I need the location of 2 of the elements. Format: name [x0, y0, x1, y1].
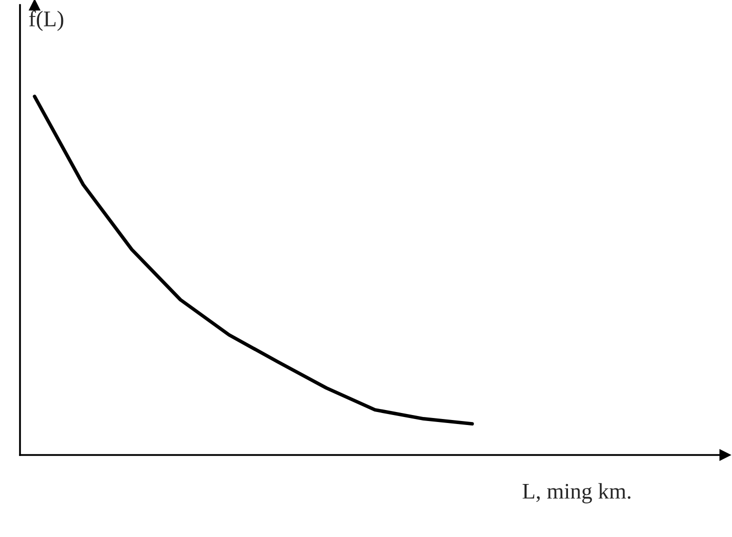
- y-axis-title: f(L): [29, 10, 64, 31]
- x-axis-title: L, ming km.: [522, 483, 630, 504]
